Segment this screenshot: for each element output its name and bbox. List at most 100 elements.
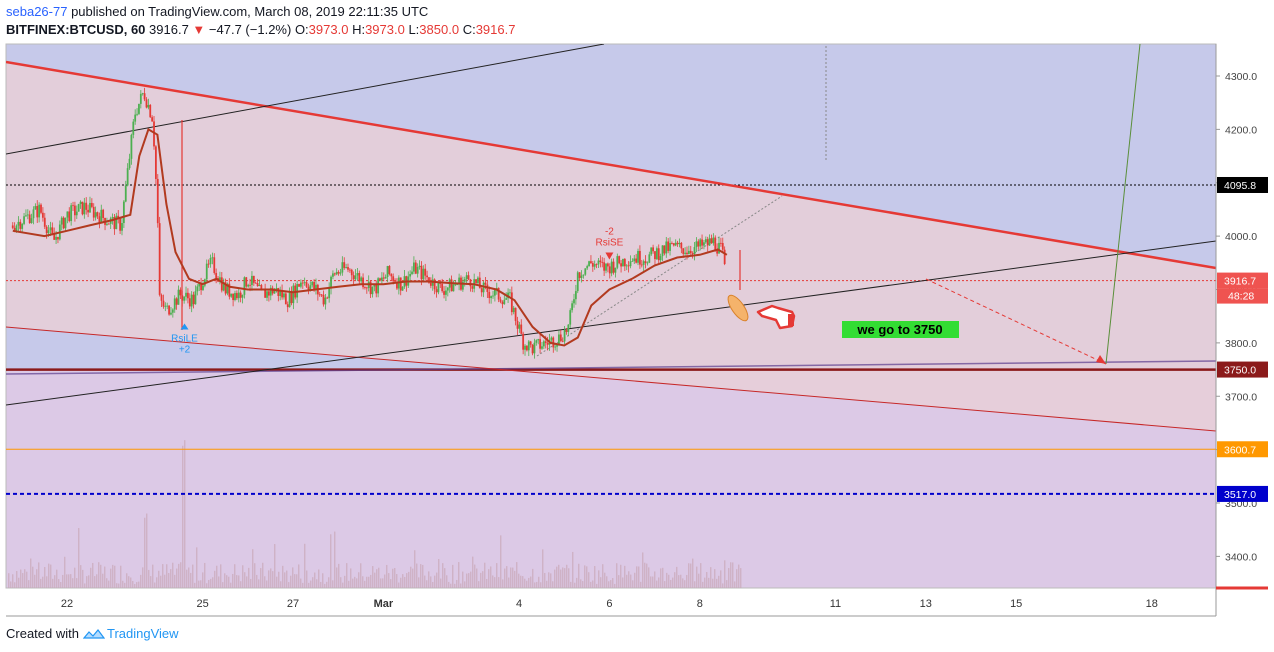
candle-body xyxy=(281,290,283,298)
candle-body xyxy=(98,216,101,224)
volume-bar xyxy=(206,583,208,588)
candle-body xyxy=(452,284,455,292)
time-tick-label: 15 xyxy=(1010,598,1022,610)
candle-body xyxy=(343,262,346,268)
volume-bar xyxy=(76,578,78,588)
volume-bar xyxy=(542,549,544,588)
candle-body xyxy=(15,225,18,231)
low-label: L: xyxy=(408,22,420,37)
candle-body xyxy=(149,104,152,118)
volume-bar xyxy=(456,579,458,588)
volume-bar xyxy=(62,574,64,588)
volume-bar xyxy=(148,569,150,588)
candle-body xyxy=(13,227,16,231)
volume-bar xyxy=(274,544,276,588)
volume-bar xyxy=(582,581,584,588)
candle-body xyxy=(652,247,654,252)
volume-bar xyxy=(724,560,726,588)
volume-bar xyxy=(84,583,86,588)
author-name[interactable]: seba26-77 xyxy=(6,4,68,19)
volume-bar xyxy=(476,568,478,588)
candle-body xyxy=(164,305,167,307)
candle-body xyxy=(266,291,268,298)
candle-body xyxy=(190,294,193,307)
candle-body xyxy=(177,289,180,305)
drawing-lines[interactable] xyxy=(6,44,1216,495)
candle-body xyxy=(558,334,560,345)
volume-bar xyxy=(190,572,192,588)
volume-bar xyxy=(716,578,718,588)
volume-bar xyxy=(562,567,564,588)
candle-body xyxy=(697,241,700,247)
time-tick-label: 4 xyxy=(516,598,522,610)
volume-bar xyxy=(116,583,118,588)
volume-bar xyxy=(32,566,34,588)
candle-body xyxy=(646,262,649,264)
candle-body xyxy=(527,341,530,351)
volume-bar xyxy=(444,568,446,588)
volume-bar xyxy=(638,566,640,588)
level-badge-label: 4095.8 xyxy=(1224,180,1256,192)
tradingview-brand[interactable]: TradingView xyxy=(106,626,179,641)
candle-body xyxy=(252,275,255,283)
candle-body xyxy=(352,275,355,280)
volume-bar xyxy=(640,581,642,588)
volume-bar xyxy=(728,568,730,588)
candle-body xyxy=(87,209,89,213)
volume-bar xyxy=(168,573,170,588)
volume-bar xyxy=(376,569,378,588)
volume-bar xyxy=(446,575,448,588)
candle-body xyxy=(584,268,587,275)
volume-bar xyxy=(570,581,572,588)
level-badge xyxy=(1217,485,1268,502)
volume-bar xyxy=(104,566,106,588)
volume-bar xyxy=(322,573,324,588)
candle-body xyxy=(480,288,483,293)
volume-bar xyxy=(214,570,216,588)
candle-body xyxy=(79,201,82,205)
volume-bar xyxy=(450,583,452,588)
candle-body xyxy=(269,287,272,296)
volume-bar xyxy=(510,567,512,588)
symbol-legend: BITFINEX:BTCUSD, 60 3916.7 ▼ −47.7 (−1.2… xyxy=(6,22,515,37)
volume-bar xyxy=(398,582,400,588)
volume-bar xyxy=(182,445,184,588)
candle-body xyxy=(437,282,440,293)
volume-bar xyxy=(166,564,168,588)
volume-bar xyxy=(408,571,410,588)
candle-body xyxy=(422,268,425,280)
candle-body xyxy=(704,239,707,243)
candle-body xyxy=(151,117,154,122)
volume-bar xyxy=(578,563,580,588)
volume-bar xyxy=(216,565,218,588)
volume-bar xyxy=(686,574,688,588)
candle-body xyxy=(183,296,186,301)
candle-body xyxy=(239,292,242,298)
candle-body xyxy=(718,242,720,254)
volume-bar xyxy=(494,577,496,588)
high-value: 3973.0 xyxy=(365,22,405,37)
volume-bar xyxy=(738,564,740,588)
candle-body xyxy=(40,204,42,213)
volume-bar xyxy=(14,582,16,588)
downtrend-line-lower xyxy=(6,326,1216,432)
volume-bar xyxy=(58,579,60,588)
volume-bar xyxy=(18,577,20,588)
candle-body xyxy=(107,223,110,225)
open-value: 3973.0 xyxy=(308,22,349,37)
signal-label: RsiLE xyxy=(171,334,198,345)
volume-bar xyxy=(258,579,260,588)
candle-body xyxy=(373,284,376,287)
time-tick-label: 6 xyxy=(606,598,612,610)
candle-body xyxy=(567,324,570,332)
candle-body xyxy=(667,241,670,251)
footer: Created with TradingView xyxy=(6,626,179,641)
volume-bar xyxy=(100,564,102,588)
candle-body xyxy=(637,250,639,263)
candle-body xyxy=(414,262,417,274)
volume-bar xyxy=(120,565,122,588)
volume-bar xyxy=(294,574,296,588)
volume-bar xyxy=(632,580,634,588)
candle-body xyxy=(392,276,395,282)
